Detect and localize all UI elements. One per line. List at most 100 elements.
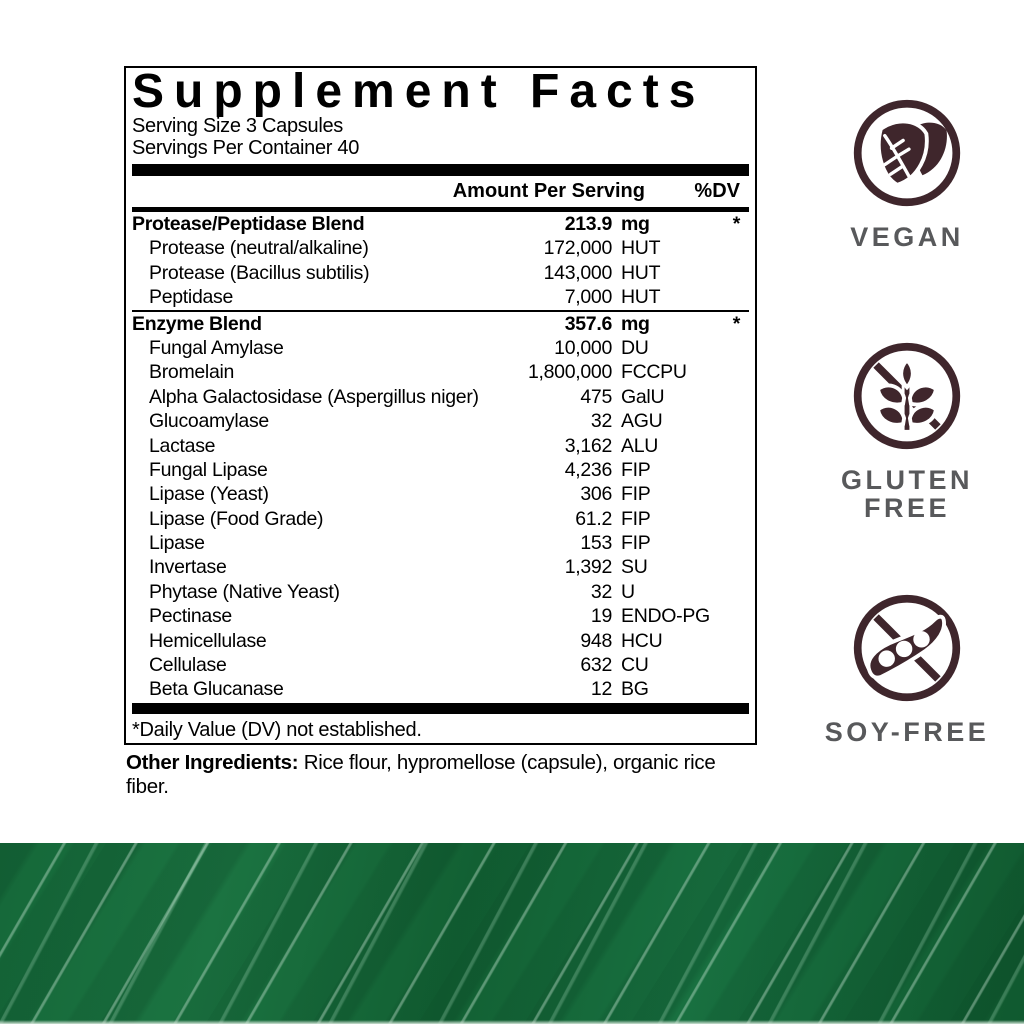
ingredient-row: Alpha Galactosidase (Aspergillus niger) … bbox=[132, 385, 749, 409]
thick-rule-top bbox=[132, 164, 749, 176]
ingredient-name: Bromelain bbox=[149, 361, 235, 384]
ingredient-name: Beta Glucanase bbox=[149, 678, 284, 701]
supplement-facts-panel: Supplement Facts Serving Size 3 Capsules… bbox=[124, 66, 757, 745]
soy-free-label: SOY-FREE bbox=[824, 717, 990, 747]
soy-free-badge: SOY-FREE bbox=[822, 590, 992, 746]
ingredient-name: Lipase (Yeast) bbox=[149, 483, 269, 506]
ingredient-unit: FIP bbox=[621, 483, 651, 506]
ingredient-amount: 10,000 bbox=[554, 336, 612, 359]
ingredient-name: Fungal Amylase bbox=[149, 336, 284, 359]
ingredient-row: Lipase (Food Grade) 61.2 FIP bbox=[132, 507, 749, 531]
medium-rule bbox=[132, 207, 749, 212]
ingredient-row: Pectinase 19 ENDO-PG bbox=[132, 604, 749, 628]
ingredient-amount: 948 bbox=[580, 629, 612, 652]
ingredient-amount: 32 bbox=[590, 580, 612, 603]
ingredient-amount: 19 bbox=[590, 605, 612, 628]
ingredient-name: Glucoamylase bbox=[149, 410, 269, 433]
green-leaf-band bbox=[0, 843, 1024, 1024]
ingredient-row: Lipase (Yeast) 306 FIP bbox=[132, 482, 749, 506]
gluten-free-label-line2: FREE bbox=[863, 493, 950, 523]
ingredient-row: Hemicellulase 948 HCU bbox=[132, 629, 749, 653]
other-ingredients-label: Other Ingredients: bbox=[126, 751, 299, 774]
ingredient-rows: Protease/Peptidase Blend 213.9 mg * Prot… bbox=[132, 212, 749, 702]
ingredient-amount: 3,162 bbox=[564, 434, 613, 457]
ingredient-row: Protease (Bacillus subtilis) 143,000 HUT bbox=[132, 261, 749, 285]
ingredient-row: Invertase 1,392 SU bbox=[132, 555, 749, 579]
ingredient-name: Alpha Galactosidase (Aspergillus niger) bbox=[149, 385, 479, 408]
ingredient-amount: 213.9 bbox=[564, 213, 613, 235]
ingredient-row: Lipase 153 FIP bbox=[132, 531, 749, 555]
ingredient-row: Protease (neutral/alkaline) 172,000 HUT bbox=[132, 236, 749, 260]
ingredient-name: Enzyme Blend bbox=[132, 312, 262, 335]
ingredient-unit: HUT bbox=[621, 286, 661, 309]
ingredient-unit: CU bbox=[621, 654, 649, 677]
ingredient-amount: 1,392 bbox=[564, 556, 613, 579]
ingredient-unit: AGU bbox=[621, 410, 663, 433]
amount-per-serving-header: Amount Per Serving bbox=[452, 180, 645, 202]
ingredient-name: Protease (neutral/alkaline) bbox=[149, 237, 369, 260]
ingredient-unit: FIP bbox=[621, 507, 651, 530]
vegan-label: VEGAN bbox=[850, 222, 964, 252]
ingredient-amount: 61.2 bbox=[575, 507, 612, 530]
thick-rule-bottom bbox=[132, 702, 749, 714]
ingredient-row: Beta Glucanase 12 BG bbox=[132, 677, 749, 701]
ingredient-row: Bromelain 1,800,000 FCCPU bbox=[132, 360, 749, 384]
column-header-row: Amount Per Serving %DV bbox=[132, 176, 749, 207]
ingredient-amount: 32 bbox=[590, 410, 612, 433]
ingredient-row: Protease/Peptidase Blend 213.9 mg * bbox=[132, 212, 749, 236]
ingredient-row: Enzyme Blend 357.6 mg * bbox=[132, 309, 749, 336]
ingredient-amount: 357.6 bbox=[564, 312, 613, 335]
ingredient-unit: DU bbox=[621, 336, 649, 359]
gluten-free-badge: GLUTEN FREE bbox=[822, 338, 992, 522]
ingredient-name: Lactase bbox=[149, 434, 216, 457]
soybean-crossed-icon bbox=[853, 594, 961, 702]
ingredient-name: Cellulase bbox=[149, 654, 227, 677]
ingredient-row: Glucoamylase 32 AGU bbox=[132, 409, 749, 433]
ingredient-name: Lipase (Food Grade) bbox=[149, 507, 324, 530]
ingredient-row: Lactase 3,162 ALU bbox=[132, 434, 749, 458]
ingredient-row: Fungal Amylase 10,000 DU bbox=[132, 336, 749, 360]
ingredient-amount: 306 bbox=[580, 483, 612, 506]
ingredient-unit: FIP bbox=[621, 532, 651, 555]
ingredient-unit: SU bbox=[621, 556, 648, 579]
ingredient-amount: 153 bbox=[580, 532, 612, 555]
ingredient-name: Invertase bbox=[149, 556, 227, 579]
ingredient-unit: BG bbox=[621, 678, 649, 701]
ingredient-row: Peptidase 7,000 HUT bbox=[132, 285, 749, 309]
ingredient-unit: GalU bbox=[621, 385, 665, 408]
ingredient-dv: * bbox=[732, 312, 741, 335]
vegan-badge: VEGAN bbox=[822, 95, 992, 251]
other-ingredients-text: Rice flour, hypromellose (capsule), orga… bbox=[126, 751, 716, 798]
daily-value-footnote: *Daily Value (DV) not established. bbox=[132, 718, 422, 741]
ingredient-unit: HUT bbox=[621, 261, 661, 284]
ingredient-name: Protease (Bacillus subtilis) bbox=[149, 261, 370, 284]
ingredient-amount: 1,800,000 bbox=[527, 361, 612, 384]
serving-size: Serving Size 3 Capsules bbox=[132, 115, 343, 137]
wheat-crossed-icon bbox=[853, 342, 961, 450]
ingredient-unit: FCCPU bbox=[621, 361, 687, 384]
ingredient-unit: HCU bbox=[621, 629, 663, 652]
ingredient-name: Peptidase bbox=[149, 286, 234, 309]
ingredient-name: Fungal Lipase bbox=[149, 458, 268, 481]
ingredient-dv: * bbox=[732, 213, 741, 235]
ingredient-row: Phytase (Native Yeast) 32 U bbox=[132, 580, 749, 604]
ingredient-unit: HUT bbox=[621, 237, 661, 260]
ingredient-unit: mg bbox=[621, 213, 650, 235]
ingredient-unit: ENDO-PG bbox=[621, 605, 710, 628]
ingredient-name: Hemicellulase bbox=[149, 629, 267, 652]
ingredient-name: Phytase (Native Yeast) bbox=[149, 580, 340, 603]
gluten-free-label: GLUTEN FREE bbox=[822, 466, 992, 522]
percent-dv-header: %DV bbox=[694, 180, 740, 202]
ingredient-amount: 172,000 bbox=[543, 237, 613, 260]
ingredient-row: Fungal Lipase 4,236 FIP bbox=[132, 458, 749, 482]
ingredient-unit: ALU bbox=[621, 434, 659, 457]
vegan-leaves-icon bbox=[853, 99, 961, 207]
ingredient-amount: 475 bbox=[580, 385, 612, 408]
ingredient-name: Pectinase bbox=[149, 605, 232, 628]
ingredient-amount: 143,000 bbox=[543, 261, 613, 284]
ingredient-unit: FIP bbox=[621, 458, 651, 481]
ingredient-unit: U bbox=[621, 580, 635, 603]
ingredient-amount: 12 bbox=[590, 678, 612, 701]
other-ingredients: Other Ingredients: Rice flour, hypromell… bbox=[126, 751, 726, 799]
ingredient-amount: 4,236 bbox=[564, 458, 613, 481]
